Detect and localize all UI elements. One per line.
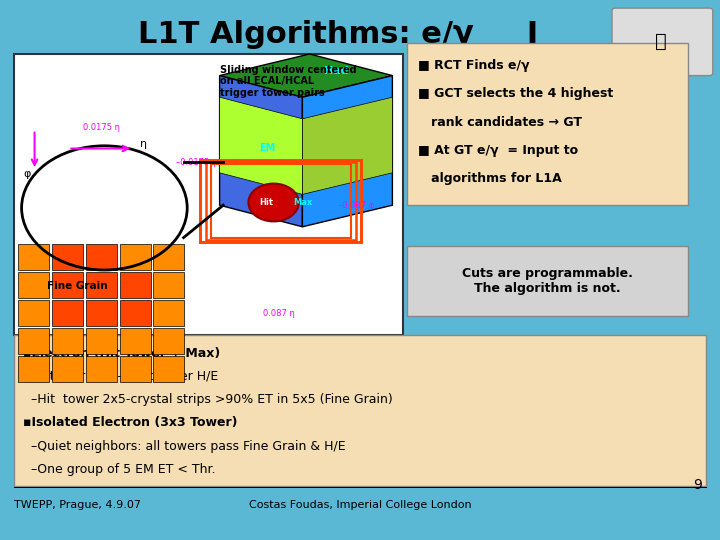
FancyBboxPatch shape xyxy=(407,246,688,316)
Text: Had: Had xyxy=(324,66,348,76)
Text: ▪Electron (Hit Tower + Max): ▪Electron (Hit Tower + Max) xyxy=(23,347,220,360)
Text: φ: φ xyxy=(23,169,30,179)
Bar xyxy=(18,300,49,326)
Text: Max: Max xyxy=(293,198,312,207)
Bar xyxy=(153,300,184,326)
Bar xyxy=(120,356,150,382)
Circle shape xyxy=(248,184,299,221)
Text: TWEPP, Prague, 4.9.07: TWEPP, Prague, 4.9.07 xyxy=(14,500,141,510)
Text: ■ At GT e/γ  = Input to: ■ At GT e/γ = Input to xyxy=(418,144,577,157)
Text: 0.0175 η: 0.0175 η xyxy=(83,123,120,132)
Bar xyxy=(18,244,49,270)
Text: Costas Foudas, Imperial College London: Costas Foudas, Imperial College London xyxy=(248,500,472,510)
Text: η: η xyxy=(140,139,148,149)
Text: Sliding window centered
on all ECAL/HCAL
trigger tower pairs: Sliding window centered on all ECAL/HCAL… xyxy=(220,65,356,98)
Polygon shape xyxy=(220,54,392,97)
Bar xyxy=(86,272,117,298)
Bar xyxy=(18,328,49,354)
Bar xyxy=(18,356,49,382)
Polygon shape xyxy=(220,97,302,194)
Polygon shape xyxy=(302,76,392,227)
Bar xyxy=(86,356,117,382)
Bar xyxy=(86,300,117,326)
Polygon shape xyxy=(302,97,392,194)
Bar xyxy=(120,300,150,326)
Bar xyxy=(52,272,83,298)
Text: rank candidates → GT: rank candidates → GT xyxy=(418,116,582,129)
Text: L1T Algorithms: e/γ     I: L1T Algorithms: e/γ I xyxy=(138,20,539,50)
Text: EM: EM xyxy=(259,143,276,153)
Text: 🏛: 🏛 xyxy=(655,32,667,51)
Bar xyxy=(86,244,117,270)
Bar xyxy=(52,244,83,270)
Text: –2-tower ΣET +  Hit tower H/E: –2-tower ΣET + Hit tower H/E xyxy=(23,370,218,383)
Bar xyxy=(153,328,184,354)
Text: ■ RCT Finds e/γ: ■ RCT Finds e/γ xyxy=(418,59,529,72)
Text: ■ GCT selects the 4 highest: ■ GCT selects the 4 highest xyxy=(418,87,613,100)
Text: Fine Grain: Fine Grain xyxy=(47,281,107,291)
Text: –One group of 5 EM ET < Thr.: –One group of 5 EM ET < Thr. xyxy=(23,463,215,476)
Bar xyxy=(153,272,184,298)
Text: –0.0175 φ: –0.0175 φ xyxy=(176,158,217,167)
Text: 0.087 η: 0.087 η xyxy=(263,309,294,318)
Text: algorithms for L1A: algorithms for L1A xyxy=(418,172,562,185)
Text: Cuts are programmable.
The algorithm is not.: Cuts are programmable. The algorithm is … xyxy=(462,267,633,295)
FancyBboxPatch shape xyxy=(612,8,713,76)
Text: Hit: Hit xyxy=(259,198,274,207)
FancyBboxPatch shape xyxy=(14,54,403,335)
Bar xyxy=(120,328,150,354)
Bar xyxy=(52,300,83,326)
Bar xyxy=(206,162,356,240)
Bar xyxy=(211,164,351,238)
FancyBboxPatch shape xyxy=(14,335,706,486)
Bar xyxy=(153,244,184,270)
Text: ▪Isolated Electron (3x3 Tower): ▪Isolated Electron (3x3 Tower) xyxy=(23,416,238,429)
Bar xyxy=(200,160,361,242)
Text: –Quiet neighbors: all towers pass Fine Grain & H/E: –Quiet neighbors: all towers pass Fine G… xyxy=(23,440,346,453)
Bar xyxy=(52,328,83,354)
Bar xyxy=(86,328,117,354)
Text: 9: 9 xyxy=(693,478,702,492)
Bar xyxy=(153,356,184,382)
Bar xyxy=(120,272,150,298)
Bar xyxy=(120,244,150,270)
Text: –Hit  tower 2x5-crystal strips >90% ET in 5x5 (Fine Grain): –Hit tower 2x5-crystal strips >90% ET in… xyxy=(23,393,393,406)
Bar xyxy=(18,272,49,298)
Bar xyxy=(52,356,83,382)
Text: –0.087 φ: –0.087 φ xyxy=(338,201,374,210)
Polygon shape xyxy=(220,76,302,227)
FancyBboxPatch shape xyxy=(407,43,688,205)
